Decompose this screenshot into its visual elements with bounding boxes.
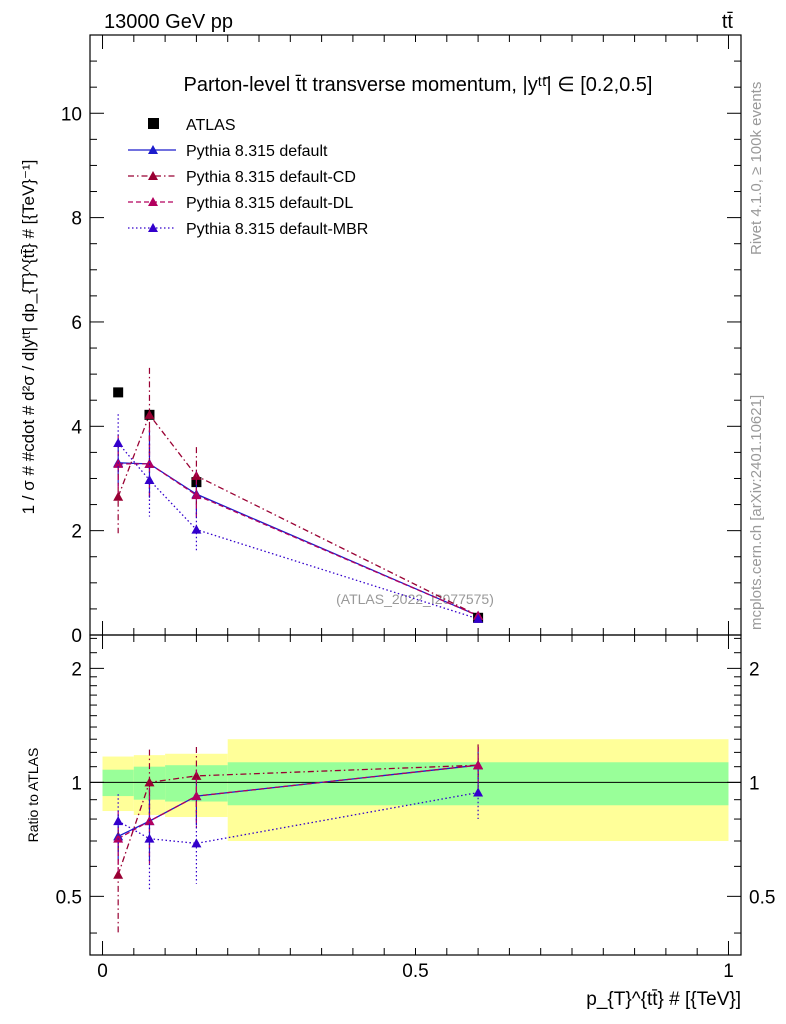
ratio-y-tick-label: 2 <box>71 659 82 680</box>
main-y-axis-label: 1 / σ # #cdot # d²σ / d|yᵗᵗ̄| dp_{T}^{tt… <box>19 160 38 515</box>
data-point-mbr <box>113 438 124 447</box>
legend-marker-atlas <box>148 118 159 129</box>
x-axis-label: p_{T}^{tt̄} # [{TeV}] <box>586 989 741 1010</box>
x-tick-label: 1 <box>723 961 734 982</box>
ratio-y-tick-label-right: 1 <box>749 773 760 794</box>
y-tick-label: 6 <box>71 313 82 334</box>
data-point-cd <box>113 491 124 501</box>
data-point-dl <box>191 490 202 500</box>
ratio-point-dl <box>113 833 124 843</box>
legend-marker-cd <box>148 171 158 180</box>
legend: ATLAS Pythia 8.315 default Pythia 8.315 de… <box>128 117 368 238</box>
energy-label: 13000 GeV pp <box>104 11 233 33</box>
legend-entry-cd: Pythia 8.315 default-CD <box>186 169 356 186</box>
ratio-line-cd <box>117 764 479 876</box>
legend-entry-mbr: Pythia 8.315 default-MBR <box>186 221 368 238</box>
series-line-default <box>118 462 479 617</box>
ratio-point-mbr <box>144 833 155 843</box>
mcplots-label: mcplots.cern.ch [arXiv:2401.10621] <box>748 395 765 630</box>
ratio-point-mbr <box>473 787 484 797</box>
legend-entry-atlas: ATLAS <box>186 117 236 134</box>
ratio-point-cd <box>191 770 202 780</box>
y-tick-label: 4 <box>71 417 82 438</box>
ratio-point-dl <box>191 791 202 801</box>
ratio-point-cd <box>113 869 124 879</box>
ratio-y-tick-label: 0.5 <box>56 887 82 908</box>
data-point-mbr <box>144 475 155 485</box>
data-point-mbr <box>191 524 202 534</box>
ratio-y-tick-label-right: 0.5 <box>749 887 775 908</box>
legend-marker-mbr <box>148 223 158 232</box>
x-tick-label: 0 <box>97 961 108 982</box>
ratio-point-mbr <box>113 816 124 826</box>
y-tick-label: 0 <box>71 626 82 647</box>
data-point-dl <box>144 458 155 468</box>
y-tick-label: 2 <box>71 522 82 543</box>
data-point-mbr <box>473 613 484 623</box>
legend-entry-default: Pythia 8.315 default <box>186 143 328 160</box>
ratio-panel: 0.5 0.5 1 1 2 2 0 0.5 1 Ratio to ATLAS p_{T}^{tt… <box>25 634 775 1010</box>
data-point-atlas <box>113 387 124 398</box>
series-line-mbr <box>117 442 479 620</box>
ratio-y-tick-label-right: 2 <box>749 659 760 680</box>
ratio-frame <box>89 634 742 956</box>
ratio-point-dl <box>473 760 484 770</box>
x-tick-label: 0.5 <box>402 961 428 982</box>
legend-marker-dl <box>148 197 158 206</box>
series-line-cd <box>117 413 479 617</box>
process-label: tt̄ <box>722 11 734 33</box>
ratio-point-cd <box>144 777 155 787</box>
chart-title: Parton-level t̄t transverse momentum, |y… <box>183 74 652 96</box>
y-tick-label: 10 <box>61 104 82 125</box>
ratio-point-mbr <box>191 838 202 848</box>
ratio-line-dl <box>117 764 479 840</box>
ratio-y-tick-label: 1 <box>71 773 82 794</box>
watermark-label: (ATLAS_2022_I2077575) <box>336 591 494 607</box>
legend-marker-default <box>148 145 158 154</box>
main-panel: (ATLAS_2022_I2077575) 0 2 4 6 8 10 Parton-lev… <box>19 34 742 647</box>
legend-entry-dl: Pythia 8.315 default-DL <box>186 195 353 212</box>
ratio-line-default <box>117 764 479 837</box>
data-point-cd <box>144 409 155 419</box>
uncertainty-band-inner <box>102 769 134 797</box>
series-line-dl <box>118 463 479 617</box>
rivet-label: Rivet 4.1.0, ≥ 100k events <box>748 82 765 255</box>
y-tick-label: 8 <box>71 209 82 230</box>
ratio-y-axis-label: Ratio to ATLAS <box>25 748 41 843</box>
